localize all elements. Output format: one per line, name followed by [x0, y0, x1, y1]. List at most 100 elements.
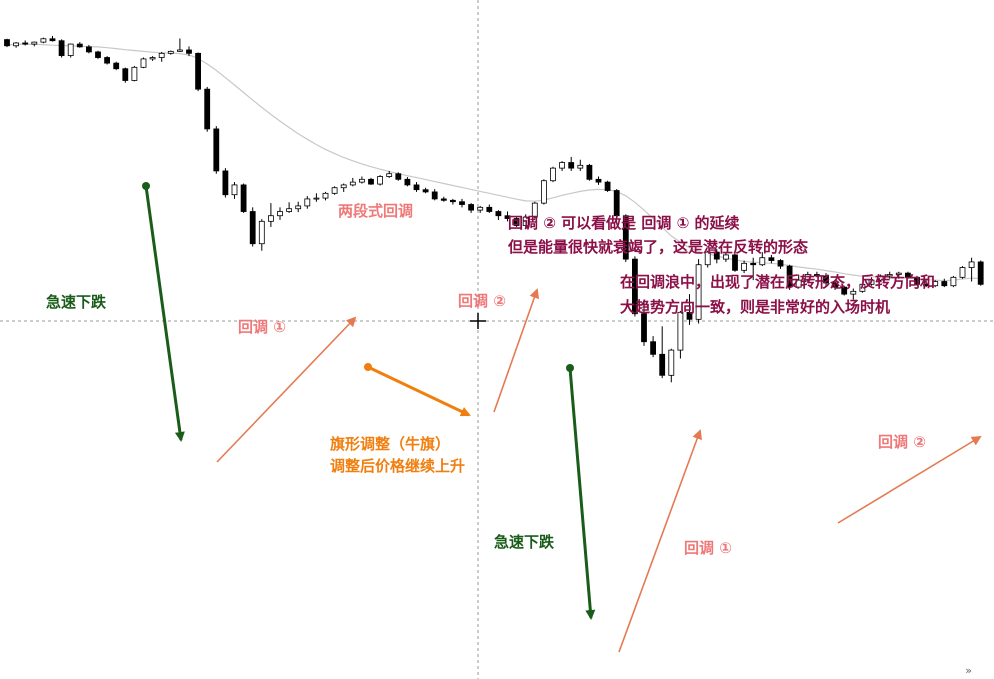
candle-body: [941, 281, 948, 287]
candle: [395, 172, 402, 181]
candle: [850, 288, 857, 300]
candle-body: [304, 198, 311, 207]
candle-body: [695, 264, 702, 320]
candle-body: [686, 311, 693, 320]
candle-body: [932, 281, 939, 287]
candle-body: [58, 40, 65, 56]
candle-body: [613, 190, 620, 217]
candle: [67, 43, 74, 58]
two-leg-pullback-label: 两段式回调: [338, 202, 414, 220]
candle-body: [750, 262, 757, 266]
candle: [340, 183, 347, 192]
candle: [131, 65, 138, 82]
note1-line2: 但是能量很快就衰竭了，这是潜在反转的形态: [508, 238, 809, 256]
candle: [176, 38, 183, 52]
note2-line2: 大趋势方向一致，则是非常好的入场时机: [620, 298, 891, 316]
candle: [814, 271, 820, 278]
candle: [777, 259, 784, 269]
candle: [404, 177, 411, 187]
candle-body: [477, 206, 484, 211]
candle-body: [176, 49, 183, 52]
candle-body: [331, 187, 338, 194]
candle-body: [677, 311, 684, 351]
candle: [486, 204, 493, 213]
candle-body: [504, 215, 511, 219]
candle: [49, 35, 56, 42]
candle-body: [604, 181, 611, 191]
candle-body: [641, 313, 647, 343]
candle: [22, 40, 29, 46]
candle: [750, 257, 757, 281]
candle: [932, 280, 939, 288]
candle: [258, 219, 265, 251]
candle-body: [632, 258, 638, 315]
candle-body: [804, 274, 811, 281]
fast-drop-arrow-2: [568, 367, 596, 620]
candle: [149, 56, 156, 61]
candle: [704, 250, 711, 268]
candle: [195, 52, 202, 92]
candle: [550, 166, 556, 183]
candle: [668, 348, 675, 383]
candle-body: [777, 260, 784, 267]
candle: [76, 42, 83, 48]
candle: [713, 249, 720, 264]
candle-body: [358, 178, 365, 183]
candle-body: [895, 272, 902, 275]
candle-body: [850, 290, 857, 295]
candle: [604, 180, 611, 192]
pullback1-arrow-first: [216, 316, 357, 463]
candle-body: [522, 216, 529, 226]
candle: [368, 177, 374, 185]
pullback2-arrow-second: [837, 435, 982, 524]
candle-body: [277, 211, 283, 217]
fast-drop-label-2: 急速下跌: [494, 533, 555, 551]
candle-body: [204, 88, 211, 130]
candles-layer: [4, 35, 984, 383]
candle: [240, 183, 247, 213]
candle-body: [595, 178, 602, 183]
candle-body: [258, 220, 265, 245]
flag-arrow-dot: [364, 363, 372, 371]
candle: [422, 187, 429, 194]
candle: [895, 271, 902, 279]
candle-body: [668, 349, 675, 376]
candle: [4, 38, 10, 48]
fast-drop-arrow-1: [144, 185, 185, 442]
candle: [568, 156, 575, 171]
candle-body: [550, 167, 556, 182]
candle: [277, 207, 283, 220]
candle: [650, 336, 656, 358]
candle: [231, 182, 238, 199]
candle-body: [859, 283, 866, 292]
candle: [113, 61, 120, 71]
candle: [313, 193, 320, 202]
candle-body: [513, 218, 520, 226]
candle-body: [240, 184, 247, 212]
candle: [841, 285, 848, 296]
candle-body: [568, 162, 575, 169]
candle-body: [923, 283, 929, 287]
candle: [267, 203, 274, 227]
candle-body: [541, 180, 547, 204]
candle-body: [704, 251, 711, 266]
candle: [431, 189, 438, 201]
pullback2-label-second: 回调 ②: [878, 433, 926, 451]
candle-body: [386, 173, 393, 177]
candle-body: [222, 170, 229, 196]
flag-label-line1: 旗形调整（牛旗）: [330, 435, 451, 453]
candle: [122, 67, 129, 83]
candle: [877, 274, 884, 282]
candle: [513, 217, 520, 227]
scroll-right-icon[interactable]: »: [965, 664, 972, 677]
candle-body: [440, 198, 447, 201]
candle: [140, 57, 147, 69]
candle: [914, 275, 920, 286]
candle-body: [322, 192, 329, 199]
candle: [331, 186, 338, 195]
candle-body: [586, 164, 593, 180]
candle-body: [67, 43, 74, 56]
candle-body: [13, 42, 20, 47]
candle-body: [795, 279, 802, 288]
candle-body: [76, 43, 83, 48]
